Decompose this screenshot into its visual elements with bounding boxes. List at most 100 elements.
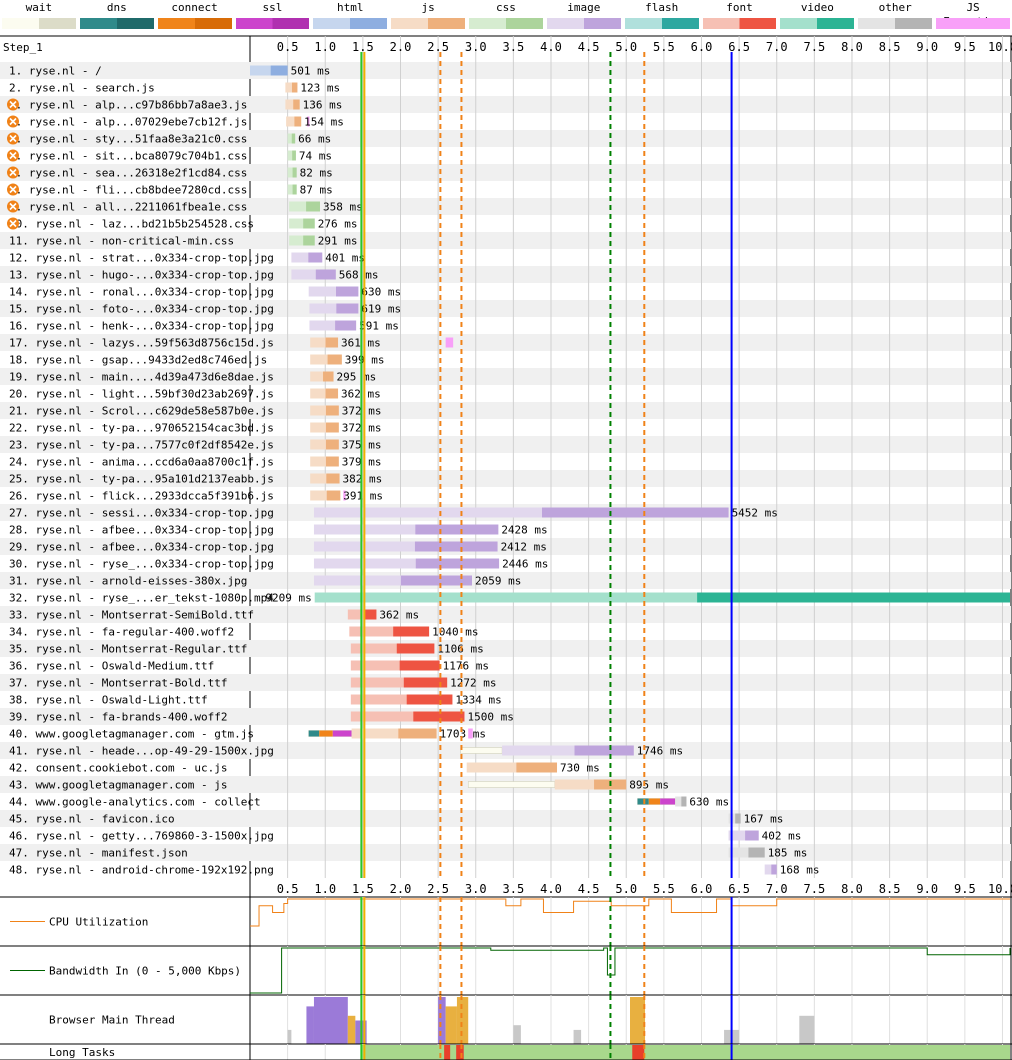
request-label: 24. ryse.nl - anima...ccd6a0aa8700c1f.js (9, 456, 274, 469)
legend-swatch (391, 18, 466, 29)
row-band (0, 62, 1011, 79)
download-bar (325, 422, 339, 433)
request-bar (350, 694, 453, 705)
request-label: 8. ryse.nl - fli...cb8bdee7280cd.css (9, 184, 247, 197)
request-bar (350, 711, 465, 722)
request-label: 13. ryse.nl - hugo-...0x334-crop-top.jpg (9, 269, 274, 282)
download-bar (303, 235, 315, 246)
legend-swatch (624, 18, 699, 29)
legend-swatch (313, 18, 388, 29)
download-bar (393, 626, 430, 637)
duration-label: 630 ms (689, 796, 729, 809)
request-bar (349, 626, 430, 637)
request-label: 5. ryse.nl - sty...51faa8e3a21c0.css (9, 133, 247, 146)
duration-label: 291 ms (318, 235, 358, 248)
tick-label-top: 6.0 (691, 40, 713, 54)
row-band (0, 538, 1011, 555)
legend-item-image: image (545, 0, 623, 32)
main-thread-activity (347, 1015, 356, 1044)
row-band (0, 810, 1011, 827)
request-bar (309, 320, 357, 331)
legend-swatch (936, 18, 1010, 29)
download-bar (400, 575, 472, 586)
request-bar (310, 422, 339, 433)
legend-item-font: font (701, 0, 779, 32)
request-label: 1. ryse.nl - / (9, 65, 102, 78)
legend-item-ssl: ssl (234, 0, 312, 32)
duration-label: 402 ms (762, 830, 802, 843)
download-bar (325, 439, 339, 450)
row-band (0, 300, 1011, 317)
bandwidth-line (250, 947, 1011, 994)
request-label: 7. ryse.nl - sea...26318e2f1cd84.css (9, 167, 247, 180)
tick-label-top: 1.5 (352, 40, 374, 54)
tick-label-top: 2.5 (427, 40, 449, 54)
request-label: 19. ryse.nl - main....4d39a473d6e8dae.js (9, 371, 274, 384)
tick-label-bottom: 3.5 (503, 882, 525, 896)
cpu-line (250, 898, 1010, 927)
tick-label-top: 10.0 (988, 40, 1012, 54)
main-thread-activity (573, 1029, 582, 1044)
request-bar (466, 762, 558, 773)
download-bar (326, 473, 340, 484)
row-band (0, 572, 1011, 589)
tick-label-top: 2.0 (390, 40, 412, 54)
legend-item-wait: wait (0, 0, 78, 32)
download-bar (291, 82, 298, 93)
request-bar (285, 82, 298, 93)
row-band (0, 164, 1011, 181)
warning-icon-mark (9, 134, 17, 143)
request-label: 10. ryse.nl - laz...bd21b5b254528.css (9, 218, 254, 231)
warning-icon-mark (9, 185, 17, 194)
download-bar (398, 728, 437, 739)
connect-bar (648, 798, 661, 805)
tick-label-top: 5.0 (615, 40, 637, 54)
download-bar (414, 541, 498, 552)
request-bar (502, 745, 634, 756)
download-bar (293, 99, 300, 110)
panel-label: Long Tasks (49, 1046, 115, 1059)
request-label: 2. ryse.nl - search.js (9, 82, 155, 95)
tick-label-bottom: 6.5 (728, 882, 750, 896)
download-bar (413, 711, 465, 722)
long-tasks-idle (361, 1045, 1010, 1060)
download-bar (399, 660, 440, 671)
request-bar (309, 303, 359, 314)
row-band (0, 674, 1011, 691)
request-bar (313, 558, 500, 569)
request-label: 41. ryse.nl - heade...op-49-29-1500x.jpg (9, 745, 274, 758)
request-label: 27. ryse.nl - sessi...0x334-crop-top.jpg (9, 507, 274, 520)
legend-label: image (567, 1, 601, 14)
duration-label: 2059 ms (475, 575, 521, 588)
legend-label: dns (106, 1, 127, 14)
legend-label: ssl (262, 1, 283, 14)
request-label: 15. ryse.nl - foto-...0x334-crop-top.jpg (9, 303, 274, 316)
duration-label: 1040 ms (432, 626, 478, 639)
request-label: 25. ryse.nl - ty-pa...95a101d2137eabb.js (9, 473, 274, 486)
warning-icon-mark (9, 151, 17, 160)
request-bar (764, 864, 777, 875)
request-bar (675, 796, 687, 807)
duration-label: 185 ms (768, 847, 808, 860)
request-bar (310, 490, 341, 501)
tick-label-bottom: 8.0 (841, 882, 863, 896)
request-label: 39. ryse.nl - fa-brands-400.woff2 (9, 711, 228, 724)
download-bar (325, 405, 339, 416)
download-bar (303, 218, 315, 229)
duration-label: 568 ms (339, 269, 379, 282)
warning-icon-mark (9, 219, 17, 228)
request-label: 34. ryse.nl - fa-regular-400.woff2 (9, 626, 234, 639)
request-bar (350, 643, 435, 654)
panel-label: Bandwidth In (0 - 5,000 Kbps) (49, 965, 241, 978)
legend-label: css (496, 1, 516, 14)
request-label: 48. ryse.nl - android-chrome-192x192.png (9, 864, 274, 877)
request-label: 21. ryse.nl - Scrol...c629de58e587b0e.js (9, 405, 274, 418)
legend-label: wait (25, 1, 53, 14)
request-label: 36. ryse.nl - Oswald-Medium.ttf (9, 660, 214, 673)
request-bar (285, 99, 300, 110)
main-thread-activity (306, 1006, 314, 1044)
tick-label-bottom: 5.5 (653, 882, 675, 896)
legend-swatch (469, 18, 543, 29)
download-bar (326, 490, 341, 501)
request-bar (310, 388, 339, 399)
